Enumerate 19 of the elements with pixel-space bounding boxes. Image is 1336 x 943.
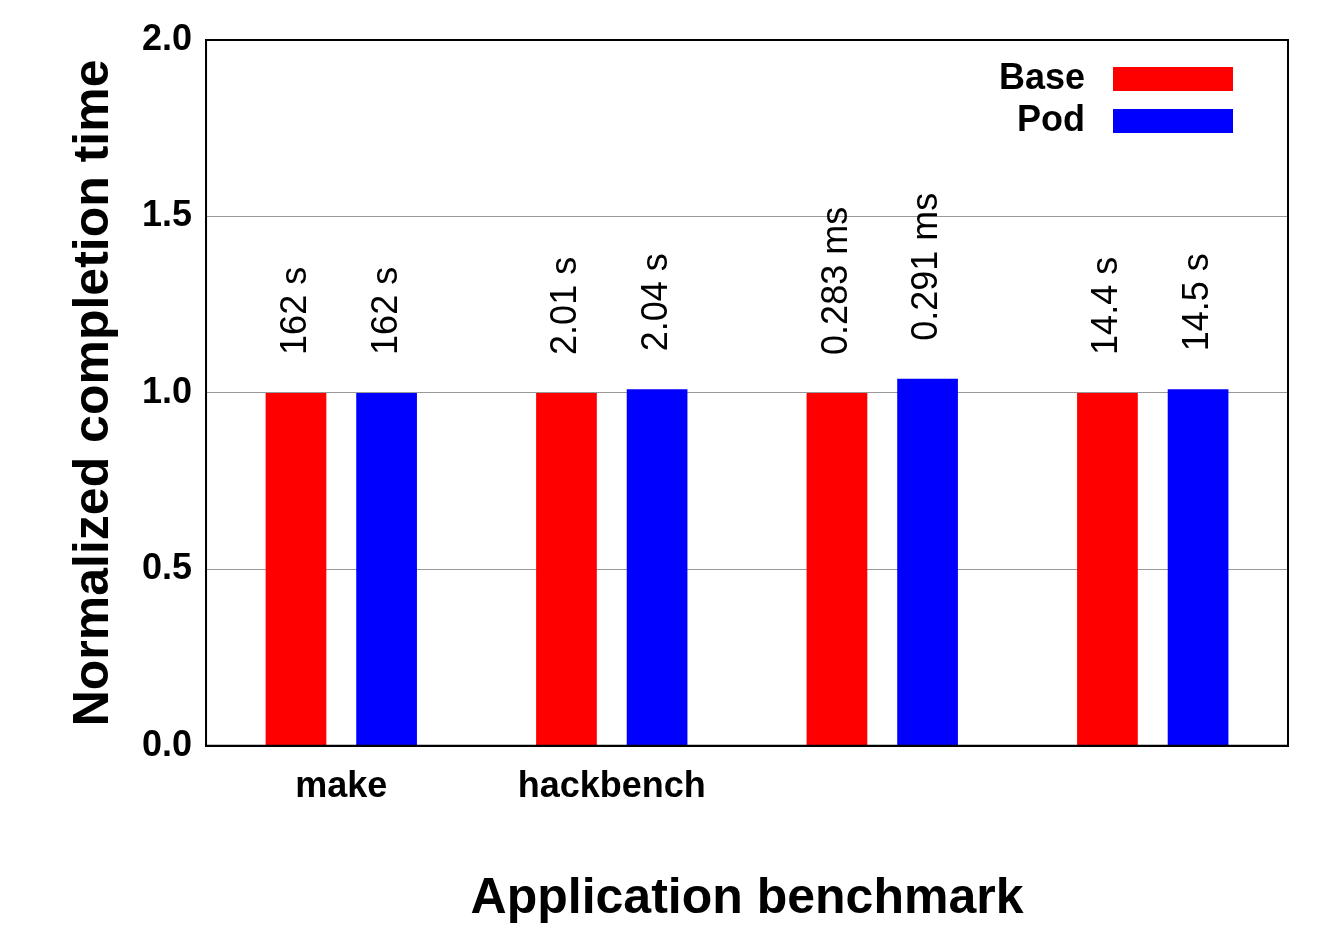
x-tick-label: hackbench [517, 764, 706, 806]
annotation: 14.5 s [1174, 253, 1216, 352]
legend-label: Base [998, 55, 1085, 97]
legend-label: Pod [1017, 97, 1085, 139]
annotation: 2.04 s [634, 253, 676, 352]
x-axis-title: Application benchmark [470, 867, 1024, 924]
annotation: 162 s [272, 266, 314, 355]
annotation: 0.283 ms [813, 206, 855, 355]
y-tick-label: 1.0 [142, 369, 193, 411]
annotation: 14.4 s [1084, 256, 1126, 355]
annotation: 162 s [363, 266, 405, 355]
annotation: 0.291 ms [904, 192, 946, 341]
x-tick-label: make [295, 764, 388, 806]
y-axis-title: Normalized completion time [62, 59, 119, 727]
y-tick-label: 0.5 [142, 546, 193, 588]
y-tick-label: 2.0 [142, 16, 193, 58]
annotation: 2.01 s [543, 256, 585, 355]
y-tick-label: 0.0 [142, 722, 193, 764]
y-tick-label: 1.5 [142, 193, 193, 235]
